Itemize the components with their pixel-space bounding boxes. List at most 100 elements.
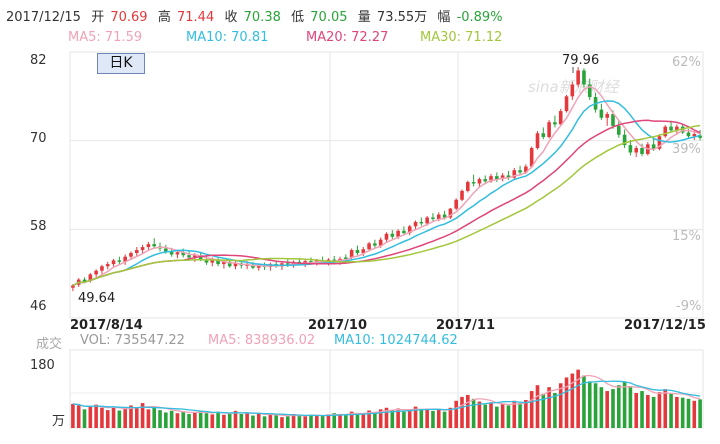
candle-body (663, 126, 668, 137)
candle-body (198, 255, 203, 260)
candle-body (680, 126, 685, 133)
volume-bar (390, 410, 395, 428)
candle-body (698, 135, 702, 138)
volume-bar (315, 415, 319, 428)
volume-bar (448, 407, 453, 428)
volume-bar (129, 405, 133, 428)
candle-body (547, 122, 551, 137)
volume-bar (338, 414, 342, 428)
volume-bar (495, 406, 499, 428)
volume-bar (373, 412, 377, 428)
candle-body (564, 96, 569, 112)
volume-bar (105, 410, 110, 428)
candle-body (361, 249, 366, 253)
high-label: 高 (157, 10, 171, 25)
candle-body (483, 179, 488, 182)
volume-bar (100, 407, 104, 428)
volume-ma5-line (72, 374, 701, 417)
candle-body (628, 145, 633, 153)
close-label: 收 (224, 10, 238, 25)
candle-body (599, 109, 604, 118)
quote-info-bar: 2017/12/15 开 70.69 高 71.44 收 70.38 低 70.… (6, 6, 505, 25)
candle-body (582, 70, 586, 85)
candle-body (442, 214, 447, 218)
candle-body (489, 176, 493, 182)
volume-bar (564, 377, 569, 428)
volume-bar (587, 381, 592, 428)
candle-body (204, 259, 209, 263)
volume-bar (111, 406, 116, 428)
candle-body (402, 230, 406, 234)
candle-body (558, 111, 563, 125)
volume-bar (512, 400, 517, 428)
volume-bar (239, 414, 244, 428)
volume-bar (175, 413, 180, 428)
candle-body (140, 247, 145, 251)
volume-bar (553, 393, 557, 428)
date-label-oct: 2017/10 (308, 318, 368, 333)
open-value: 70.69 (110, 10, 148, 25)
change-label: 幅 (437, 10, 451, 25)
volume-bar (384, 407, 389, 428)
volume-bar (442, 411, 447, 428)
candle-body (146, 244, 151, 248)
candle-body (175, 252, 180, 255)
vol-legend: VOL: 735547.22 (80, 333, 185, 348)
volume-bar (576, 369, 580, 428)
volume-bar (506, 405, 511, 428)
candle-body (187, 255, 191, 258)
volume-bar (535, 385, 540, 428)
open-label: 开 (91, 10, 105, 25)
percent-tick-62: 62% (672, 55, 701, 70)
ma10-line (72, 100, 701, 287)
volume-bar (675, 396, 679, 428)
candle-body (495, 176, 499, 180)
volume-bar (622, 382, 627, 428)
candle-body (471, 182, 476, 184)
candle-body (181, 252, 186, 256)
candle-body (622, 134, 627, 146)
candle-body (651, 144, 656, 149)
volume-bar (628, 386, 633, 428)
candle-body (524, 166, 528, 173)
volume-bar (94, 404, 98, 428)
sina-finance-watermark: sina新浪财经 (528, 78, 621, 96)
candle-body (344, 257, 348, 259)
volume-bar (187, 414, 191, 428)
volume-bar (82, 409, 87, 428)
candle-body (222, 261, 226, 265)
volume-bar (344, 414, 348, 428)
quote-date: 2017/12/15 (6, 10, 81, 25)
volume-bar (332, 413, 337, 428)
candle-body (251, 264, 255, 268)
daily-k-button[interactable]: 日K (97, 53, 145, 74)
volume-bar (680, 397, 685, 428)
candle-body (210, 259, 215, 263)
volume-bar (268, 414, 273, 428)
candle-body (413, 221, 418, 227)
volume-bar (436, 409, 441, 428)
ma20-legend: MA20: 72.27 (306, 30, 389, 45)
volume-bar (419, 410, 424, 428)
candle-body (692, 134, 697, 137)
volume-bar (355, 413, 360, 428)
candle-body (390, 233, 395, 237)
percent-tick-15: 15% (672, 229, 701, 244)
price-tick-46: 46 (30, 299, 47, 314)
volume-bar (477, 401, 482, 428)
candle-body (367, 243, 371, 250)
vol-ma10-legend: MA10: 1024744.62 (334, 333, 458, 348)
ma30-legend: MA30: 71.12 (420, 30, 503, 45)
volume-bar (500, 403, 505, 428)
volume-bars (71, 369, 702, 428)
ma5-legend: MA5: 71.59 (68, 30, 143, 45)
candle-body (454, 199, 458, 209)
candle-body (384, 233, 389, 240)
volume-bar (425, 408, 429, 428)
volume-bar (692, 400, 697, 428)
volume-bar (169, 410, 174, 428)
ma10-legend: MA10: 70.81 (186, 30, 269, 45)
candle-body (512, 170, 517, 178)
candle-body (669, 126, 673, 131)
volume-bar (466, 394, 470, 428)
